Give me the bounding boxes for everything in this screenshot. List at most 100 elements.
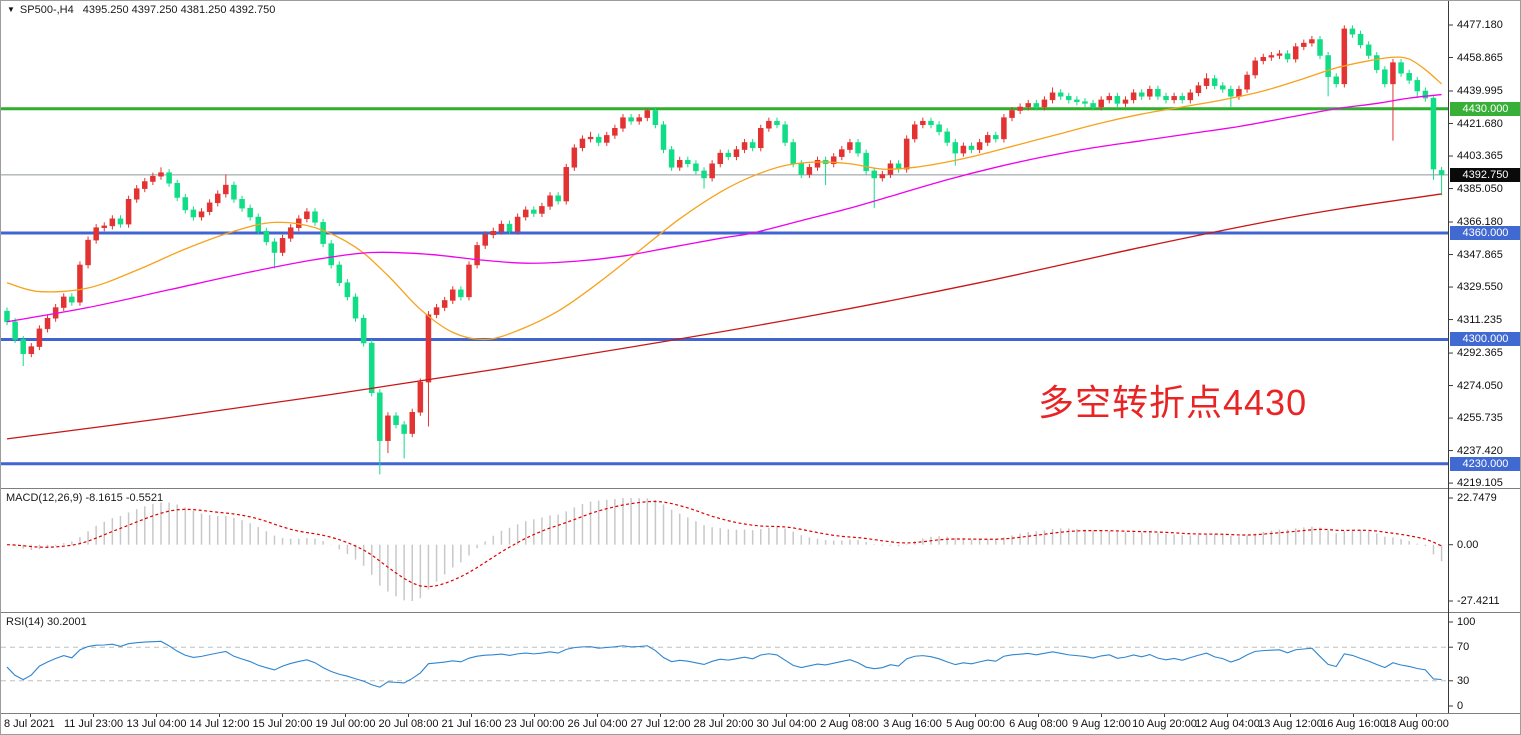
candlestick bbox=[1341, 28, 1348, 85]
candlestick bbox=[28, 346, 35, 354]
candlestick bbox=[1284, 53, 1291, 60]
candlestick bbox=[506, 223, 513, 232]
time-tick-label: 16 Aug 16:00 bbox=[1321, 718, 1386, 730]
candlestick bbox=[60, 296, 67, 308]
candlestick bbox=[709, 163, 715, 179]
level-badge-4430.000: 4430.000 bbox=[1450, 101, 1520, 116]
candlestick bbox=[855, 142, 861, 154]
candlestick bbox=[1001, 117, 1007, 140]
candlestick bbox=[117, 218, 124, 225]
candlestick bbox=[1195, 85, 1202, 94]
candlestick bbox=[304, 211, 310, 220]
candlestick bbox=[1211, 78, 1218, 86]
candlestick bbox=[604, 135, 610, 143]
price-tick-label: 4311.235 bbox=[1457, 313, 1503, 326]
candlestick bbox=[685, 159, 691, 165]
candlestick bbox=[1179, 96, 1185, 101]
candlestick bbox=[490, 230, 497, 236]
candlestick bbox=[1163, 96, 1169, 101]
macd-tick-label: -27.4211 bbox=[1457, 594, 1500, 607]
time-tick-label: 30 Jul 04:00 bbox=[756, 718, 817, 730]
candlestick bbox=[1333, 76, 1339, 85]
candlestick bbox=[741, 142, 748, 150]
price-tick-label: 4458.865 bbox=[1457, 51, 1503, 64]
candlestick bbox=[450, 289, 456, 301]
price-tick-label: 4292.365 bbox=[1457, 347, 1503, 360]
candlestick bbox=[344, 282, 351, 298]
candlestick bbox=[839, 149, 845, 157]
candlestick bbox=[1049, 92, 1056, 101]
time-tick-label: 28 Jul 20:00 bbox=[693, 718, 754, 730]
candlestick bbox=[612, 128, 618, 136]
macd-tick-label: 22.7479 bbox=[1457, 492, 1497, 504]
candlestick bbox=[1009, 110, 1015, 118]
candlestick bbox=[12, 321, 18, 340]
time-tick-label: 26 Jul 04:00 bbox=[567, 718, 628, 730]
candlestick bbox=[912, 124, 918, 140]
candlestick bbox=[1074, 99, 1080, 102]
candlestick bbox=[409, 412, 415, 434]
candlestick bbox=[206, 202, 213, 212]
price-tick-label: 4403.365 bbox=[1457, 150, 1503, 163]
rsi-tick-label: 0 bbox=[1457, 700, 1464, 712]
price-tick-label: 4274.050 bbox=[1457, 379, 1503, 392]
candlestick bbox=[1414, 80, 1421, 92]
price-tick-label: 4329.550 bbox=[1457, 281, 1503, 294]
time-tick-label: 20 Jul 08:00 bbox=[378, 718, 439, 730]
candlestick bbox=[1017, 106, 1023, 111]
candlestick bbox=[676, 159, 683, 168]
candlestick bbox=[944, 131, 950, 143]
price-tick-label: 4347.865 bbox=[1457, 248, 1503, 261]
macd-indicator-label: MACD(12,26,9) -8.1615 -0.5521 bbox=[6, 492, 164, 504]
candlestick bbox=[368, 342, 375, 393]
candlestick bbox=[1155, 88, 1161, 97]
candlestick bbox=[433, 307, 440, 315]
candlestick bbox=[766, 120, 772, 129]
candlestick bbox=[555, 195, 561, 202]
candlestick bbox=[1430, 97, 1437, 170]
ma-slow-line bbox=[6, 193, 1442, 440]
candlestick bbox=[425, 314, 432, 383]
price-tick-label: 4219.105 bbox=[1457, 477, 1503, 490]
candlestick bbox=[1082, 101, 1088, 104]
candlestick bbox=[798, 163, 805, 175]
candlestick bbox=[271, 241, 278, 253]
candlestick bbox=[1252, 60, 1258, 76]
candlestick bbox=[401, 424, 407, 434]
candlestick bbox=[976, 142, 983, 150]
chart-collapse-triangle-icon[interactable]: ▼ bbox=[7, 5, 15, 14]
time-tick-label: 23 Jul 00:00 bbox=[504, 718, 565, 730]
candlestick bbox=[1373, 55, 1380, 70]
time-tick-label: 15 Jul 20:00 bbox=[252, 718, 313, 730]
candlestick bbox=[903, 138, 910, 170]
candlestick bbox=[1041, 99, 1048, 108]
candlestick bbox=[1301, 42, 1307, 47]
candlestick bbox=[1122, 99, 1129, 104]
candlestick bbox=[717, 152, 723, 165]
candlestick bbox=[247, 207, 253, 218]
candlestick bbox=[1228, 88, 1234, 97]
candlestick bbox=[830, 156, 837, 165]
candlestick bbox=[936, 124, 942, 133]
candlestick bbox=[1090, 103, 1096, 108]
candlestick bbox=[4, 310, 10, 322]
time-tick-label: 14 Jul 12:00 bbox=[189, 718, 250, 730]
time-tick-label: 21 Jul 16:00 bbox=[441, 718, 502, 730]
candlestick bbox=[920, 120, 926, 125]
candlestick bbox=[1398, 62, 1404, 74]
candlestick bbox=[158, 172, 164, 177]
candlestick bbox=[336, 264, 343, 283]
candlestick bbox=[514, 216, 521, 232]
candlestick bbox=[968, 145, 975, 150]
candlestick bbox=[620, 117, 626, 129]
candlestick bbox=[571, 147, 578, 168]
candlestick bbox=[547, 195, 553, 207]
candlestick bbox=[1292, 46, 1299, 60]
candlestick bbox=[44, 317, 51, 330]
candlestick bbox=[871, 170, 877, 179]
annotation-text[interactable]: 多空转折点4430 bbox=[1038, 382, 1308, 423]
candlestick bbox=[385, 415, 391, 441]
price-tick-label: 4385.050 bbox=[1457, 182, 1503, 195]
candlestick bbox=[328, 243, 334, 266]
